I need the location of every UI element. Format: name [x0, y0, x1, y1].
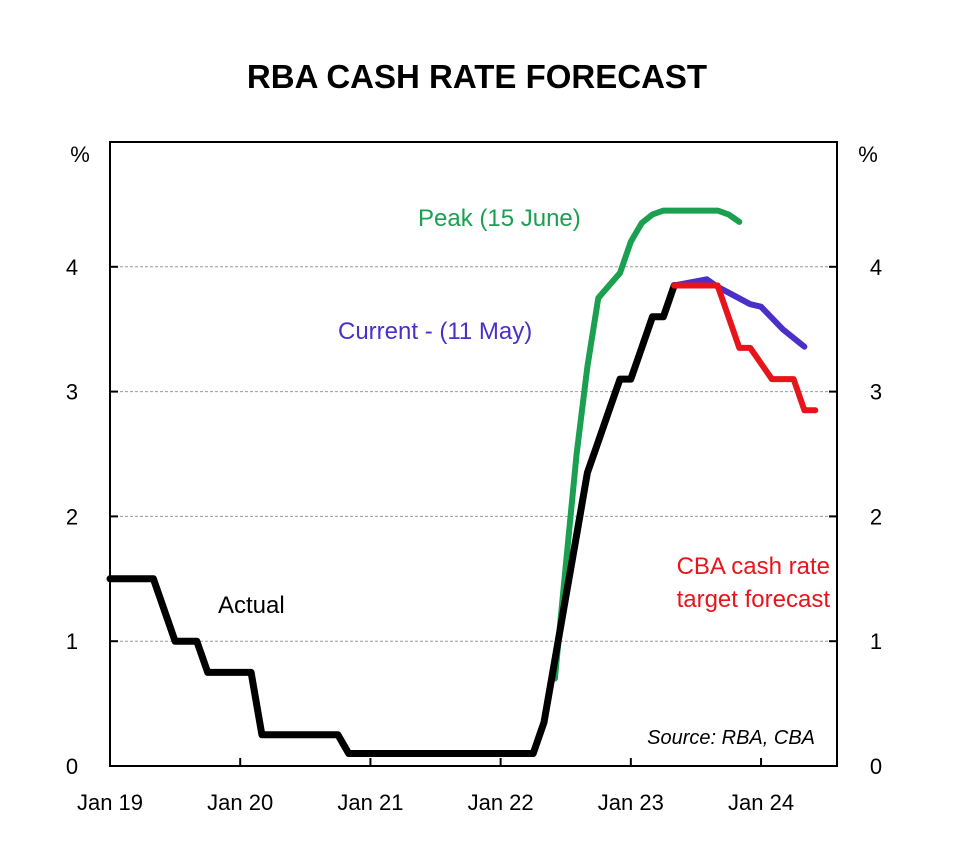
- source-note: Source: RBA, CBA: [647, 727, 815, 749]
- series-line-actual: [106, 282, 678, 757]
- y-tick-label-right: 2: [870, 504, 882, 529]
- x-tick-label: Jan 22: [468, 790, 534, 815]
- y-tick-label-left: 4: [66, 255, 78, 280]
- x-tick-label: Jan 20: [207, 790, 273, 815]
- series-label-current: Current - (11 May): [338, 318, 532, 345]
- y-tick-label-left: 0: [66, 754, 78, 779]
- y-tick-label-left: 2: [66, 504, 78, 529]
- series-lines: [106, 207, 819, 757]
- x-tick-label: Jan 19: [77, 790, 143, 815]
- series-line-peak-15-june: [551, 207, 743, 682]
- axis-ticks: 0 0 1 1 2 2 3 3 4 4 Jan 19 Jan 20 Jan 21 Jan 22 Jan 23…: [66, 255, 882, 815]
- series-label-cba-line1: CBA cash rate: [677, 553, 830, 580]
- y-tick-label-left: 1: [66, 629, 78, 654]
- series-label-peak: Peak (15 June): [418, 205, 581, 232]
- series-label-actual: Actual: [218, 592, 285, 619]
- series-line-cba-cash-rate-target-forecast: [671, 282, 819, 414]
- gridlines: [110, 266, 837, 642]
- x-tick-label: Jan 24: [728, 790, 794, 815]
- y-axis-label-left: %: [70, 142, 90, 167]
- y-tick-label-right: 4: [870, 255, 882, 280]
- y-tick-label-right: 1: [870, 629, 882, 654]
- series-label-cba-line2: target forecast: [677, 586, 831, 613]
- y-tick-label-left: 3: [66, 380, 78, 405]
- series-line-current-11-may: [671, 276, 808, 350]
- y-tick-label-right: 3: [870, 380, 882, 405]
- plot-frame: [109, 141, 838, 767]
- chart-title: RBA CASH RATE FORECAST: [247, 58, 707, 95]
- y-axis-label-right: %: [858, 142, 878, 167]
- y-tick-label-right: 0: [870, 754, 882, 779]
- x-tick-label: Jan 21: [337, 790, 403, 815]
- x-tick-label: Jan 23: [598, 790, 664, 815]
